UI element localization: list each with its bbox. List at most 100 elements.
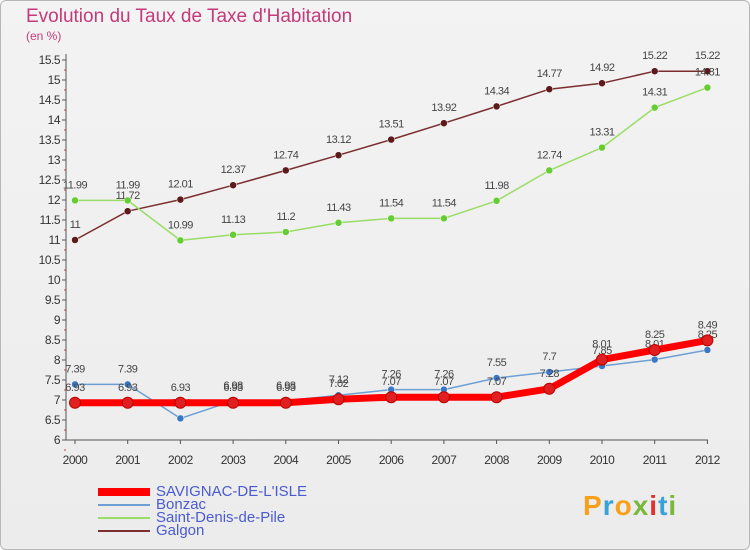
data-point: [387, 135, 395, 144]
data-point: [492, 374, 501, 382]
legend-swatch: [98, 504, 150, 506]
data-label: 13.12: [326, 134, 351, 146]
y-tick-label: 14.5: [39, 93, 61, 107]
legend-swatch: [98, 488, 150, 496]
data-point: [282, 166, 290, 175]
data-point: [650, 355, 659, 364]
data-point: [598, 79, 606, 87]
data-point: [71, 196, 79, 205]
data-label: 7.12: [329, 374, 349, 386]
x-tick-label: 2003: [221, 453, 247, 467]
data-point: [282, 228, 290, 236]
data-label: 7.28: [540, 368, 560, 380]
logo-letter: i: [668, 490, 678, 521]
data-label: 14.77: [537, 68, 562, 80]
data-point: [440, 119, 448, 127]
y-tick-label: 15: [48, 73, 61, 87]
data-label: 11.99: [63, 179, 88, 191]
data-point: [598, 143, 606, 152]
y-tick-label: 10.5: [39, 253, 61, 267]
y-tick-label: 8.5: [45, 333, 61, 347]
x-tick-label: 2012: [695, 453, 721, 467]
data-point: [648, 344, 661, 356]
y-tick-label: 6: [54, 433, 61, 447]
data-point: [703, 83, 712, 92]
data-label: 12.74: [273, 149, 298, 161]
data-point: [71, 380, 79, 389]
logo-letter: P: [583, 490, 603, 521]
data-label: 14.34: [484, 85, 509, 97]
data-label: 8.01: [592, 339, 612, 351]
data-label: 15.22: [695, 50, 720, 62]
data-label: 6.98: [276, 380, 296, 392]
y-tick-label: 14: [48, 113, 61, 127]
x-tick-label: 2000: [63, 453, 89, 467]
data-label: 11.43: [326, 202, 351, 214]
data-label: 13.51: [379, 119, 404, 131]
data-label: 11: [70, 219, 81, 231]
y-tick-label: 12: [48, 193, 61, 207]
data-label: 11.98: [484, 180, 509, 192]
y-tick-label: 6.5: [45, 413, 61, 427]
y-tick-label: 11.5: [40, 213, 61, 227]
data-point: [227, 396, 240, 409]
data-label: 6.93: [118, 382, 138, 394]
data-label: 6.93: [171, 382, 191, 394]
data-label: 7.26: [434, 369, 454, 381]
data-point: [703, 67, 712, 75]
data-point: [174, 396, 187, 409]
x-tick-label: 2004: [273, 453, 299, 467]
data-point: [123, 207, 132, 215]
legend-swatch: [98, 517, 150, 519]
logo-letter: x: [632, 490, 650, 521]
data-label: 7.07: [381, 376, 401, 388]
data-point: [650, 67, 659, 75]
y-tick-label: 12.5: [39, 173, 61, 187]
data-label: 15.22: [642, 50, 667, 62]
data-point: [279, 396, 292, 409]
data-point: [596, 353, 608, 366]
data-label: 13.31: [589, 127, 614, 139]
data-point: [229, 231, 237, 239]
x-tick-label: 2011: [643, 453, 668, 467]
legend-swatch: [98, 530, 150, 532]
x-tick-label: 2009: [537, 453, 563, 467]
data-label: 7.07: [434, 376, 454, 388]
data-point: [545, 368, 554, 376]
data-point: [492, 197, 501, 205]
data-point: [176, 414, 185, 423]
data-point: [545, 85, 554, 93]
y-tick-label: 13.5: [39, 133, 61, 147]
x-tick-label: 2002: [168, 453, 194, 467]
data-label: 11.72: [116, 190, 141, 202]
data-point: [229, 181, 237, 189]
data-label: 14.92: [589, 62, 614, 74]
legend-label: Saint-Denis-de-Pile: [156, 509, 286, 526]
data-label: 11.99: [116, 179, 141, 191]
x-tick-label: 2006: [379, 453, 405, 467]
legend-label: Bonzac: [156, 496, 207, 513]
data-label: 11.54: [379, 197, 404, 209]
logo-letter: o: [614, 490, 633, 521]
data-label: 6.93: [65, 382, 85, 394]
data-point: [123, 196, 132, 205]
data-point: [69, 396, 81, 409]
data-point: [387, 214, 395, 223]
data-point: [334, 219, 343, 227]
x-tick-label: 2005: [326, 453, 352, 467]
data-label: 7.55: [487, 357, 507, 369]
data-point: [490, 391, 503, 404]
chart-subtitle: (en %): [26, 29, 62, 43]
y-tick-label: 7: [54, 393, 61, 407]
data-label: 10.99: [168, 219, 193, 231]
data-label: 6.93: [276, 382, 296, 394]
y-tick-label: 15.5: [39, 53, 61, 67]
data-point: [385, 391, 398, 404]
data-label: 11.13: [221, 214, 246, 226]
y-tick-label: 7.5: [45, 373, 61, 387]
logo-letter: r: [602, 490, 615, 521]
logo-letter: t: [658, 490, 669, 521]
data-point: [545, 166, 554, 175]
